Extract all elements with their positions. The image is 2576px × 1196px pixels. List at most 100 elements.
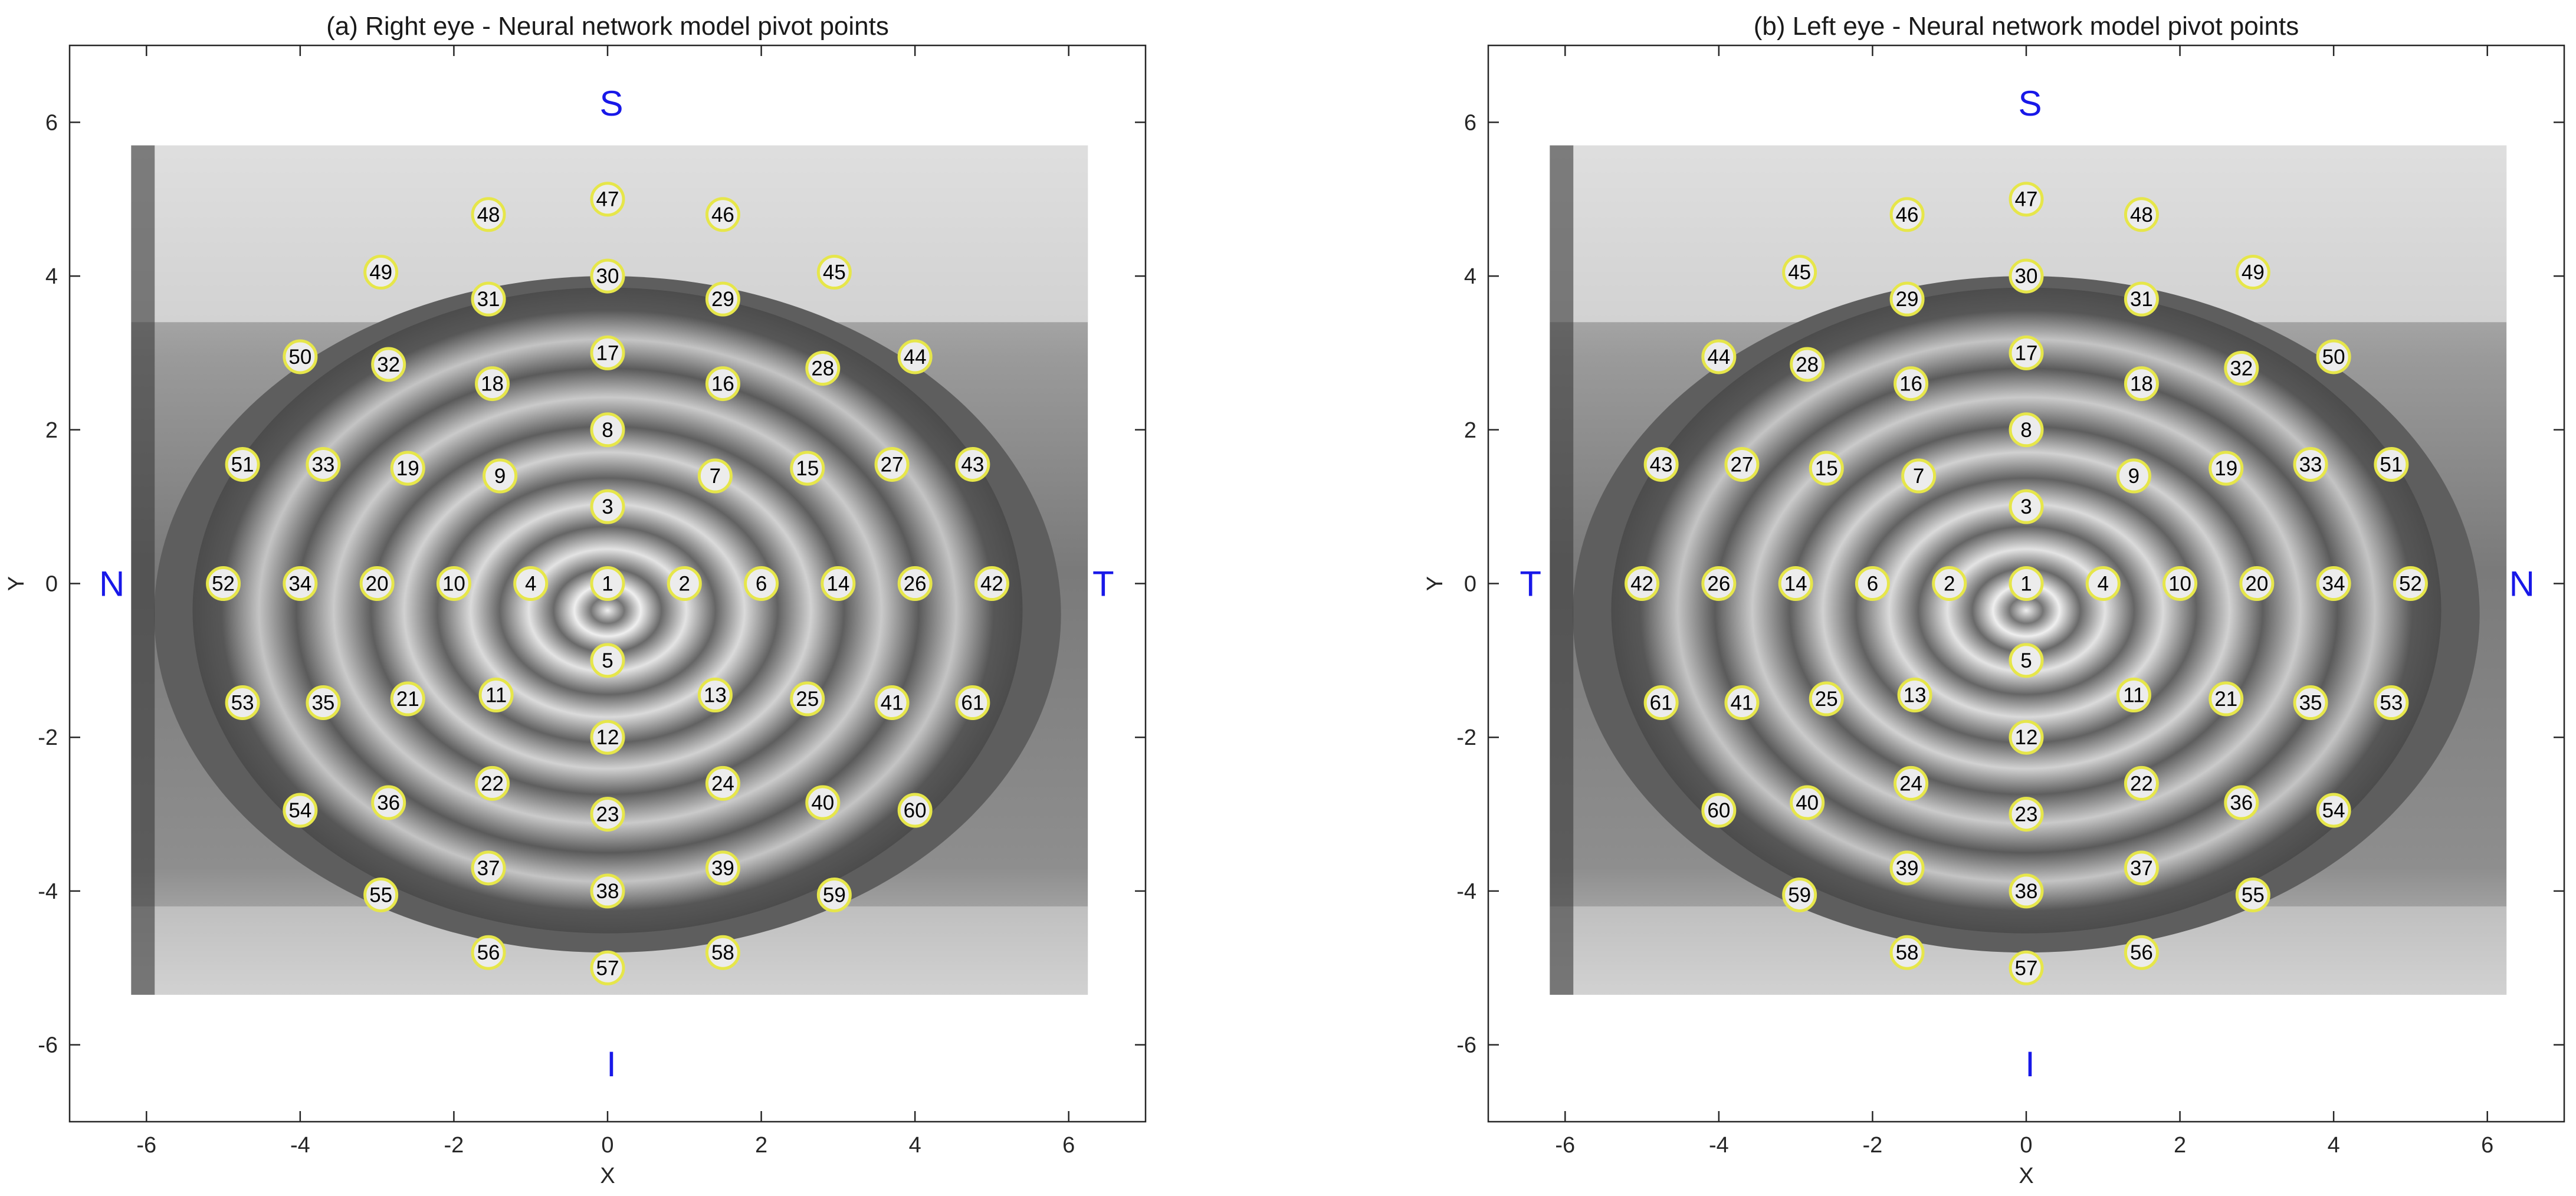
pivot-point-label: 20 — [366, 573, 389, 596]
pivot-point-label: 22 — [481, 772, 504, 795]
pivot-point-label: 42 — [980, 573, 1003, 596]
pivot-point-label: 58 — [1896, 941, 1919, 964]
pivot-point-label: 13 — [704, 684, 727, 707]
pivot-point-marker — [371, 785, 406, 820]
pivot-point-marker — [475, 366, 510, 402]
pivot-point-label: 19 — [396, 457, 419, 480]
pivot-point-marker — [1894, 765, 1929, 801]
pivot-point-label: 4 — [2098, 573, 2109, 596]
pivot-point-marker — [955, 685, 990, 721]
pivot-point-label: 24 — [1899, 772, 1922, 795]
pivot-point-marker — [1932, 566, 1967, 601]
pivot-point-marker — [790, 681, 825, 717]
pivot-point-label: 2 — [679, 573, 690, 596]
pivot-point-marker — [590, 412, 625, 448]
pivot-point-label: 12 — [596, 726, 619, 749]
pivot-point-label: 52 — [212, 573, 235, 596]
pivot-point-label: 48 — [2130, 203, 2153, 226]
pivot-point-marker — [471, 935, 506, 970]
x-tick-label: -6 — [1555, 1133, 1575, 1158]
pivot-point-marker — [2374, 685, 2409, 721]
pivot-point-label: 41 — [881, 692, 904, 715]
pivot-point-label: 7 — [710, 465, 721, 488]
pivot-point-label: 37 — [2130, 857, 2153, 880]
pivot-point-label: 52 — [2399, 573, 2422, 596]
x-tick-label: 6 — [1062, 1133, 1075, 1158]
pivot-point-marker — [283, 339, 318, 374]
pivot-point-label: 26 — [1707, 573, 1730, 596]
pivot-point-label: 47 — [596, 188, 619, 211]
y-tick-label: 4 — [1464, 264, 1476, 289]
pivot-point-marker — [590, 335, 625, 370]
orientation-label: S — [2018, 84, 2042, 123]
y-tick-label: -2 — [1456, 725, 1476, 750]
pivot-point-label: 3 — [602, 495, 613, 518]
pivot-point-marker — [1889, 935, 1925, 970]
pivot-point-label: 25 — [796, 688, 819, 711]
pivot-point-marker — [821, 566, 856, 601]
pivot-point-marker — [897, 793, 933, 828]
pivot-point-label: 30 — [596, 265, 619, 288]
pivot-point-marker — [874, 685, 910, 721]
pivot-point-label: 40 — [811, 791, 834, 814]
pivot-point-marker — [436, 566, 471, 601]
pivot-point-marker — [697, 458, 733, 494]
pivot-point-label: 50 — [2322, 346, 2345, 369]
pivot-point-label: 39 — [1896, 857, 1919, 880]
pivot-point-marker — [2009, 719, 2044, 755]
pivot-point-label: 1 — [602, 573, 613, 596]
pivot-point-marker — [306, 685, 341, 721]
pivot-point-marker — [2293, 685, 2328, 721]
pivot-point-marker — [2124, 850, 2159, 886]
pivot-point-label: 47 — [2015, 188, 2038, 211]
pivot-point-marker — [2293, 446, 2328, 482]
y-tick-label: 0 — [45, 572, 58, 597]
pivot-point-label: 13 — [1904, 684, 1927, 707]
pivot-point-marker — [590, 489, 625, 524]
pivot-point-marker — [2209, 451, 2244, 486]
pivot-point-marker — [1643, 685, 1679, 721]
y-tick-label: 0 — [1464, 572, 1476, 597]
pivot-point-label: 51 — [2380, 453, 2403, 476]
pivot-point-label: 50 — [288, 346, 311, 369]
pivot-point-marker — [1790, 347, 1825, 382]
x-tick-label: -2 — [444, 1133, 464, 1158]
x-tick-label: -6 — [136, 1133, 156, 1158]
pivot-point-marker — [2116, 458, 2151, 494]
pivot-point-label: 59 — [823, 883, 846, 906]
pivot-point-marker — [2124, 935, 2159, 970]
pivot-point-marker — [2239, 566, 2275, 601]
pivot-point-marker — [2009, 335, 2044, 370]
x-axis-label: X — [600, 1164, 615, 1188]
pivot-point-marker — [590, 182, 625, 217]
pivot-point-marker — [371, 347, 406, 382]
pivot-point-label: 1 — [2020, 573, 2032, 596]
chart-title: (b) Left eye - Neural network model pivo… — [1754, 12, 2299, 41]
pivot-point-marker — [483, 458, 518, 494]
pivot-point-marker — [874, 446, 910, 482]
pivot-point-label: 8 — [2020, 419, 2032, 442]
pivot-point-label: 39 — [711, 857, 734, 880]
pivot-point-label: 34 — [288, 573, 311, 596]
pivot-point-marker — [1889, 850, 1925, 886]
pivot-point-label: 57 — [596, 957, 619, 980]
pivot-point-label: 12 — [2015, 726, 2038, 749]
orientation-label: T — [1092, 564, 1114, 604]
pivot-point-label: 11 — [485, 684, 507, 707]
pivot-point-marker — [2009, 258, 2044, 294]
pivot-point-label: 28 — [811, 357, 834, 380]
pivot-point-marker — [2009, 412, 2044, 448]
pivot-point-label: 16 — [1899, 373, 1922, 396]
pivot-point-label: 34 — [2322, 573, 2345, 596]
pivot-point-marker — [705, 197, 740, 232]
y-tick-label: 2 — [1464, 418, 1476, 443]
pivot-point-label: 51 — [231, 453, 254, 476]
pivot-point-label: 46 — [711, 203, 734, 226]
pivot-point-label: 55 — [2242, 883, 2265, 906]
y-tick-label: -6 — [1456, 1033, 1476, 1058]
x-tick-label: 4 — [909, 1133, 921, 1158]
pivot-point-marker — [2009, 566, 2044, 601]
pivot-point-label: 10 — [2168, 573, 2191, 596]
pivot-point-marker — [390, 681, 425, 717]
